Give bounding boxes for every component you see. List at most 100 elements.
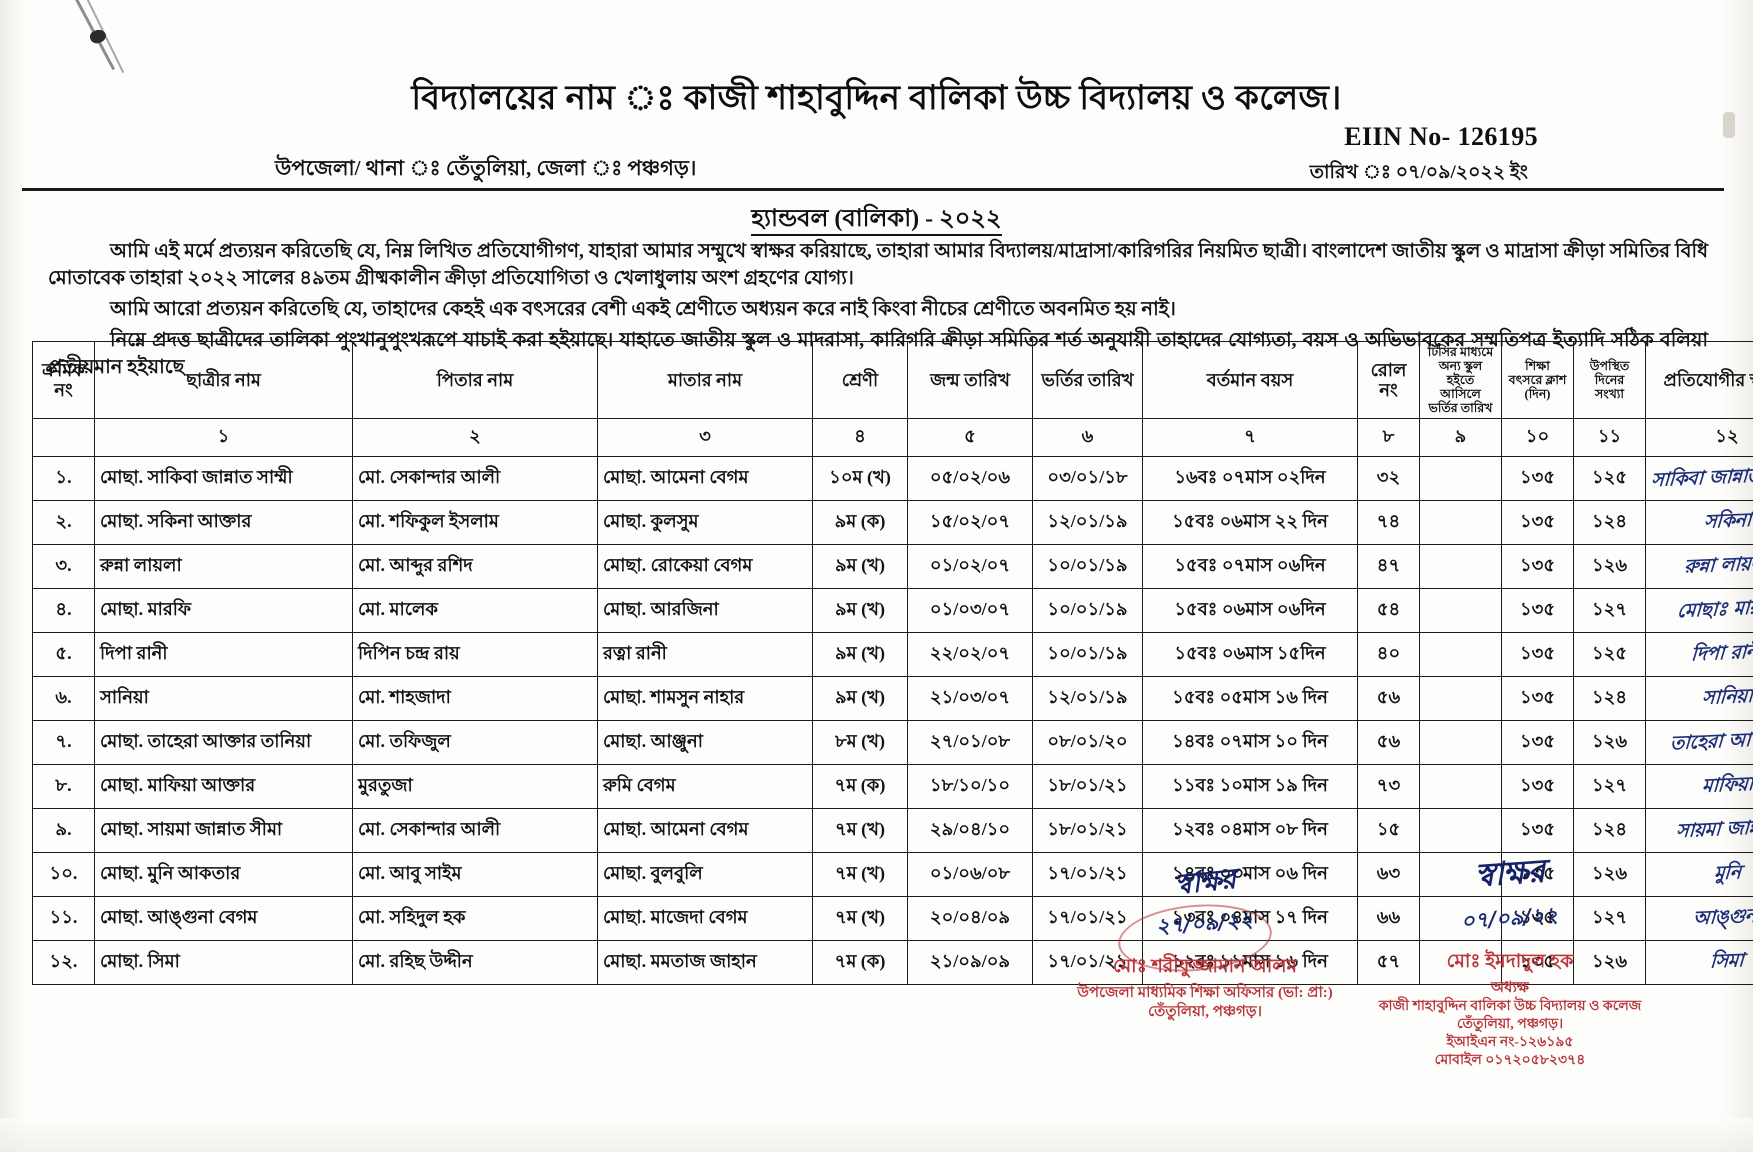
roll-number: ৭৪ [1357, 500, 1420, 545]
admission-date: ১০/০১/১৯ [1032, 544, 1143, 589]
class-days: ১৩৫ [1501, 632, 1574, 677]
admission-date: ১৮/০১/২১ [1032, 764, 1143, 809]
father-name: মো. রহিছ উদ্দীন [352, 940, 598, 985]
student-class: ৯ম (খ) [812, 632, 908, 677]
admission-date: ১০/০১/১৯ [1032, 588, 1143, 633]
roll-number: ৪৭ [1357, 544, 1420, 589]
admission-date: ১৭/০১/২১ [1032, 940, 1143, 985]
school-title: বিদ্যালয়ের নাম ঃ কাজী শাহাবুদ্দিন বালিক… [411, 80, 1342, 117]
admission-date: ১৮/০১/২১ [1032, 808, 1143, 853]
competitor-signature-text: মোছাঃ মারফি [1676, 595, 1753, 622]
competitor-signature-text: সাকিবা জান্নাত সাম্মী [1650, 462, 1753, 491]
student-name: মোছা. সাকিবা জান্নাত সাম্মী [94, 456, 353, 501]
roster-table-body: ১. মোছা. সাকিবা জান্নাত সাম্মী মো. সেকান্দ… [32, 456, 1753, 985]
class-days: ১৩৫ [1501, 720, 1574, 765]
date-of-birth: ০১/০২/০৭ [907, 544, 1033, 589]
student-class: ৯ম (ক) [812, 500, 908, 545]
competitor-signature-text: তাহেরা আক্তার [1669, 726, 1753, 755]
competitor-signature: দিপা রানী [1645, 632, 1753, 677]
officer-name: মোঃ শরীফুজ্জামান আলম [1112, 956, 1298, 977]
colnum-7: ৭ [1142, 418, 1358, 457]
table-row: ৭. মোছা. তাহেরা আক্তার তানিয়া মো. তফিজুল ম… [32, 720, 1753, 765]
competitor-signature-text: রুন্না লায়লা [1683, 551, 1753, 578]
paperclip-icon [60, 0, 170, 80]
father-name: মো. সেকান্দার আলী [352, 808, 598, 853]
colnum-12: ১২ [1645, 418, 1753, 457]
admission-date: ০৮/০১/২০ [1032, 720, 1143, 765]
current-age: ১৫বঃ ০৫মাস ১৬ দিন [1142, 676, 1358, 721]
tc-admission-date [1419, 940, 1502, 985]
present-days: ১২৬ [1573, 940, 1646, 985]
table-row: ৩. রুন্না লায়লা মো. আব্দুর রশিদ মোছা. রোকে… [32, 544, 1753, 589]
current-age: ১৫বঃ ০৬মাস ১৫দিন [1142, 632, 1358, 677]
tc-admission-date [1419, 456, 1502, 501]
officer-role-line-1: উপজেলা মাধ্যমিক শিক্ষা অফিসার (ভা: প্রা:… [1077, 985, 1333, 1001]
class-days: ১৩৫ [1501, 896, 1574, 941]
col-header-signature: প্রতিযোগীর স্বাক্ষর [1645, 341, 1753, 419]
header-divider [22, 188, 1724, 191]
class-days: ১৩৫ [1501, 852, 1574, 897]
roll-number: ৪০ [1357, 632, 1420, 677]
student-class: ৭ম (ক) [812, 764, 908, 809]
col-header-class: শ্রেণী [812, 341, 908, 419]
mother-name: মোছা. শামসুন নাহার [597, 676, 813, 721]
upazila-district-line: উপজেলা/ থানা ঃ তেঁতুলিয়া, জেলা ঃ পঞ্চগড… [275, 156, 697, 180]
officer-signature-date: ২৭/০৯/২২ [1155, 906, 1255, 939]
mother-name: মোছা. কুলসুম [597, 500, 813, 545]
class-days: ১৩৫ [1501, 588, 1574, 633]
father-name: মো. আব্দুর রশিদ [352, 544, 598, 589]
table-row: ৪. মোছা. মারফি মো. মালেক মোছা. আরজিনা ৯ম (খ)… [32, 588, 1753, 633]
mother-name: মোছা. মাজেদা বেগম [597, 896, 813, 941]
competitor-signature-text: সায়মা জান্নাত [1675, 815, 1753, 842]
principal-role-line-3: তেঁতুলিয়া, পঞ্চগড়। [1456, 1017, 1564, 1032]
col-header-father: পিতার নাম [352, 341, 598, 419]
officer-role-line-2: তেঁতুলিয়া, পঞ্চগড়। [1148, 1004, 1262, 1020]
student-name: মোছা. মারফি [94, 588, 353, 633]
student-serial: ১০. [32, 852, 95, 897]
mother-name: মোছা. আমেনা বেগম [597, 808, 813, 853]
current-age: ১২বঃ ১১মাস ১৬ দিন [1142, 940, 1358, 985]
student-serial: ৭. [32, 720, 95, 765]
student-name: মোছা. সায়মা জান্নাত সীমা [94, 808, 353, 853]
colnum-0 [32, 418, 95, 457]
col-header-dob: জন্ম তারিখ [907, 341, 1033, 419]
competitor-signature-text: মাফিয়া [1701, 772, 1753, 797]
student-serial: ১. [32, 456, 95, 501]
tc-admission-date [1419, 720, 1502, 765]
present-days: ১২৪ [1573, 676, 1646, 721]
current-age: ১৫বঃ ০৬মাস ২২ দিন [1142, 500, 1358, 545]
principal-role-line-4: ইআইএন নং-১২৬১৯৫ [1446, 1035, 1574, 1050]
current-age: ১৫বঃ ০৭মাস ০৬দিন [1142, 544, 1358, 589]
date-of-birth: ০৫/০২/০৬ [907, 456, 1033, 501]
col-header-mother: মাতার নাম [597, 341, 813, 419]
principal-role-line-1: অধ্যক্ষ [1491, 980, 1529, 996]
competitor-signature: সিমা [1645, 940, 1753, 985]
date-of-birth: ১৮/১০/১০ [907, 764, 1033, 809]
roster-table-head: ক্রমিক নং ছাত্রীর নাম পিতার নাম মাতার না… [32, 341, 1753, 457]
admission-date: ১৭/০১/২১ [1032, 852, 1143, 897]
col-header-sl: ক্রমিক নং [32, 341, 95, 419]
table-row: ৯. মোছা. সায়মা জান্নাত সীমা মো. সেকান্দার… [32, 808, 1753, 853]
student-class: ৯ম (খ) [812, 588, 908, 633]
tc-admission-date [1419, 544, 1502, 589]
colnum-8: ৮ [1357, 418, 1420, 457]
column-number-row: ১ ২ ৩ ৪ ৫ ৬ ৭ ৮ ৯ ১০ ১১ ১২ [32, 418, 1753, 457]
present-days: ১২৭ [1573, 896, 1646, 941]
eiin-number: EIIN No- 126195 [1344, 122, 1538, 151]
col-header-age: বর্তমান বয়স [1142, 341, 1358, 419]
col-header-admission: ভর্তির তারিখ [1032, 341, 1143, 419]
competitor-signature: আঙ্গুনা [1645, 896, 1753, 941]
page-corner-mark [1723, 112, 1735, 138]
present-days: ১২৭ [1573, 764, 1646, 809]
mother-name: মোছা. আমেনা বেগম [597, 456, 813, 501]
table-row: ১০. মোছা. মুনি আকতার মো. আবু সাইম মোছা. বুল… [32, 852, 1753, 897]
student-class: ৯ম (খ) [812, 676, 908, 721]
principal-signature-mark: স্বাক্ষর [1473, 851, 1546, 895]
competitor-signature: সকিনা [1645, 500, 1753, 545]
colnum-1: ১ [94, 418, 353, 457]
present-days: ১২৬ [1573, 544, 1646, 589]
colnum-9: ৯ [1419, 418, 1502, 457]
date-of-birth: ২১/০৩/০৭ [907, 676, 1033, 721]
table-row: ১. মোছা. সাকিবা জান্নাত সাম্মী মো. সেকান্দ… [32, 456, 1753, 501]
